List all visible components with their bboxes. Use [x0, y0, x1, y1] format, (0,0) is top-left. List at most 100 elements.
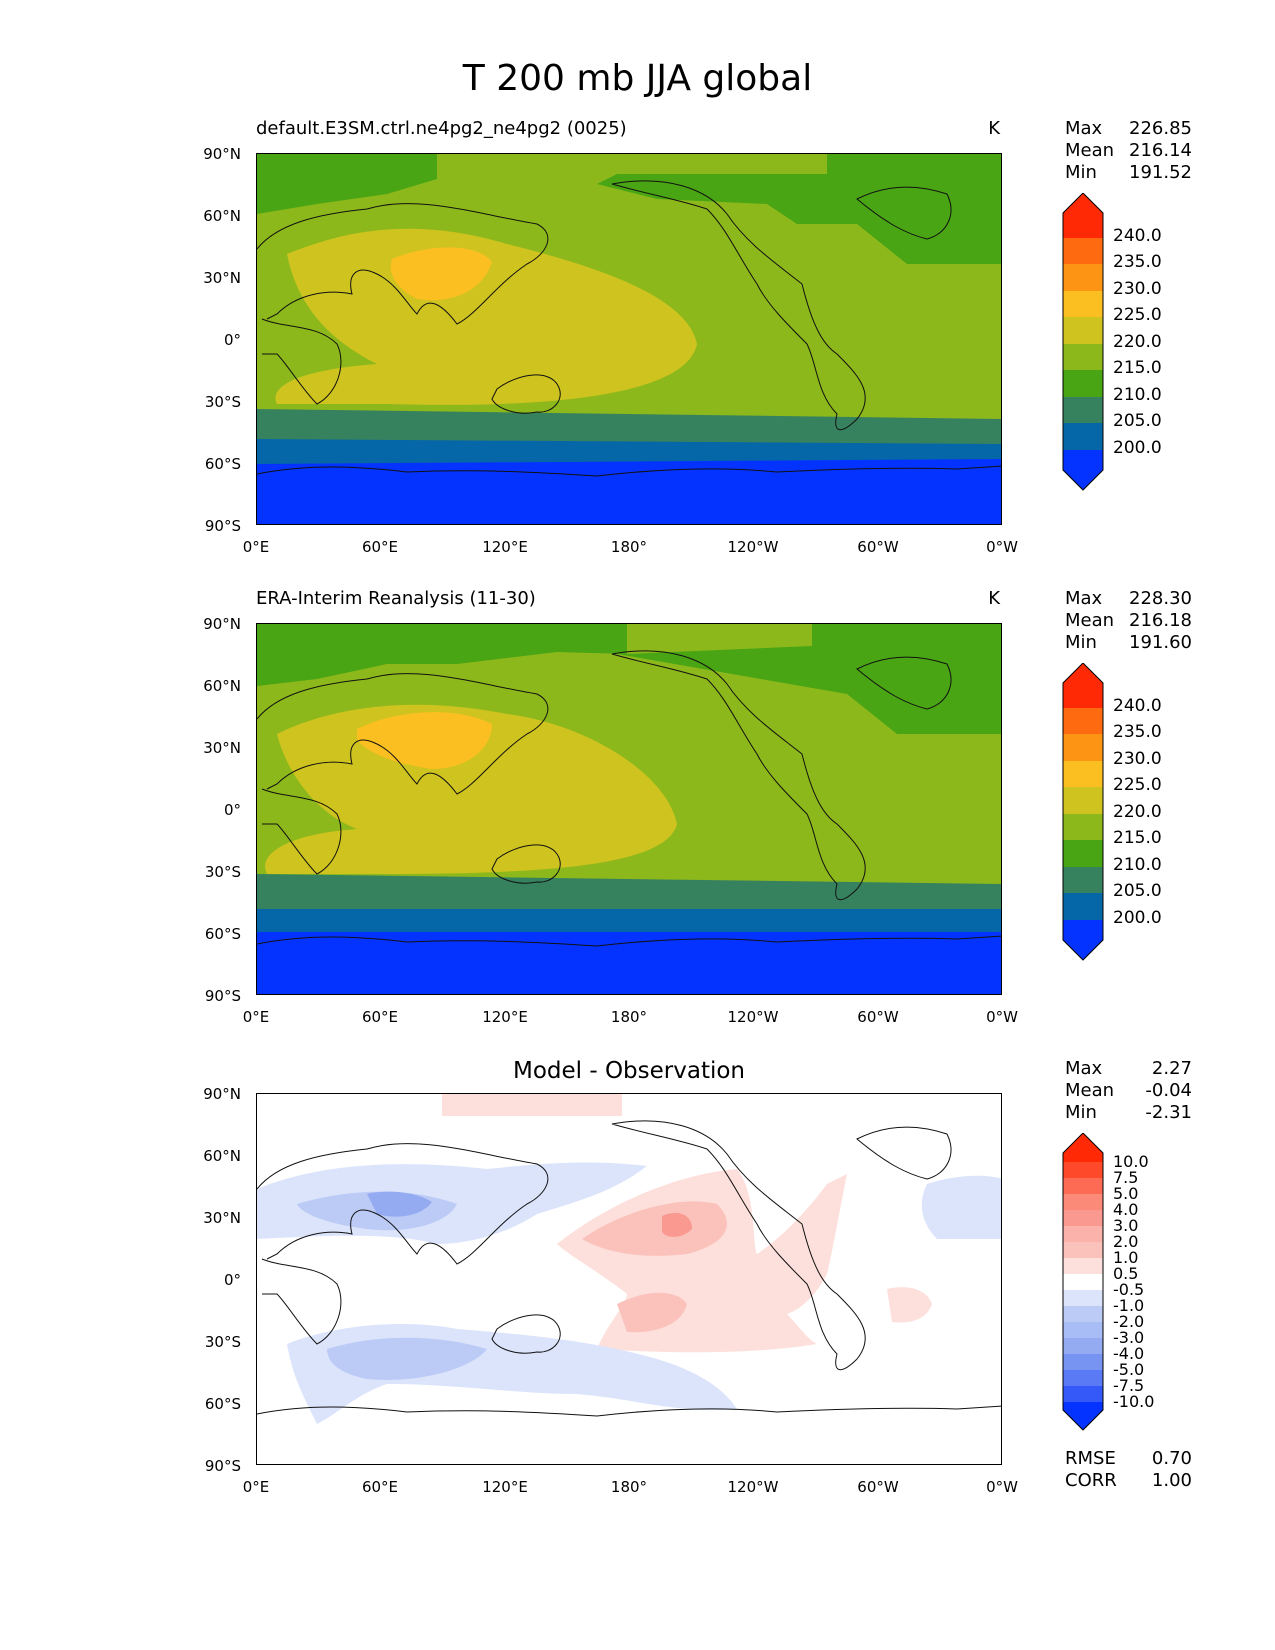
diff-contour-map — [257, 1094, 1001, 1464]
stat-mean-value: 216.14 — [1129, 140, 1192, 161]
colorbar-label: 0.5 — [1113, 1264, 1139, 1283]
stat-mean-label: Mean — [1065, 140, 1115, 161]
x-tick-label: 120°W — [727, 1008, 779, 1026]
colorbar-label: -0.5 — [1113, 1280, 1145, 1299]
x-tick-label: 180° — [610, 1478, 648, 1496]
x-tick-label: 60°E — [361, 1008, 399, 1026]
colorbar-label: 4.0 — [1113, 1200, 1139, 1219]
x-tick-label: 180° — [610, 1008, 648, 1026]
y-tick-label: 90°S — [204, 1457, 241, 1475]
stat-mean-label: Mean — [1065, 610, 1115, 631]
corr-value: 1.00 — [1151, 1470, 1192, 1491]
y-tick-label: 30°N — [203, 739, 241, 757]
y-tick-label: 60°N — [203, 207, 241, 225]
obs-units: K — [988, 588, 1000, 609]
stat-max-label: Max — [1065, 1058, 1103, 1079]
colorbar-label: 230.0 — [1113, 279, 1162, 299]
y-tick-label: 60°N — [203, 1147, 241, 1165]
colorbar-label: -2.0 — [1113, 1312, 1145, 1331]
colorbar-label: 235.0 — [1113, 252, 1162, 272]
corr-label: CORR — [1065, 1470, 1117, 1491]
band-below-200 — [257, 459, 1001, 524]
colorbar-label: 5.0 — [1113, 1184, 1139, 1203]
y-tick-label: 30°N — [203, 269, 241, 287]
y-tick-label: 60°S — [204, 1395, 241, 1413]
band-210-215-arctic-east — [597, 154, 1001, 264]
colorbar-label: 225.0 — [1113, 305, 1162, 325]
stat-min-value: -2.31 — [1145, 1102, 1192, 1123]
obs-panel: ERA-Interim Reanalysis (11-30) K 90°N 60… — [0, 0, 1275, 1026]
y-tick-label: 30°S — [204, 393, 241, 411]
band-215-pole — [437, 154, 827, 182]
model-panel: default.E3SM.ctrl.ne4pg2_ne4pg2 (0025) K… — [0, 0, 1275, 556]
obs-stats: Max 228.30 Mean 216.18 Min 191.60 — [1065, 588, 1192, 654]
band-220-225 — [275, 228, 697, 405]
colorbar-label: 205.0 — [1113, 881, 1162, 901]
y-tick-label: 90°S — [204, 517, 241, 535]
x-tick-label: 120°E — [482, 1008, 528, 1026]
x-tick-label: 120°E — [482, 538, 528, 556]
x-tick-label: 0°W — [986, 1008, 1018, 1026]
x-tick-label: 0°W — [986, 538, 1018, 556]
y-tick-label: 90°N — [203, 1085, 241, 1103]
colorbar-label: 7.5 — [1113, 1168, 1139, 1187]
model-units: K — [988, 118, 1000, 139]
diff-stats: Max 2.27 Mean -0.04 Min -2.31 — [1065, 1058, 1192, 1124]
x-tick-label: 60°W — [857, 1478, 899, 1496]
y-tick-label: 0° — [223, 801, 241, 819]
diff-panel: Model - Observation 90° — [0, 0, 1275, 1496]
x-tick-label: 0°E — [242, 1478, 270, 1496]
colorbar-label: -1.0 — [1113, 1296, 1145, 1315]
colorbar-label: 220.0 — [1113, 802, 1162, 822]
model-contour-map — [257, 154, 1001, 524]
stat-max-value: 228.30 — [1129, 588, 1192, 609]
colorbar-label: -5.0 — [1113, 1360, 1145, 1379]
model-stats: Max 226.85 Mean 216.14 Min 191.52 — [1065, 118, 1192, 184]
colorbar-label: 215.0 — [1113, 828, 1162, 848]
diff-panel-title: Model - Observation — [512, 1058, 746, 1084]
stat-max-label: Max — [1065, 118, 1103, 139]
x-tick-label: 60°E — [361, 538, 399, 556]
colorbar-label: 230.0 — [1113, 749, 1162, 769]
colorbar-label: 225.0 — [1113, 775, 1162, 795]
obs-map — [256, 623, 1002, 995]
colorbar-label: 205.0 — [1113, 411, 1162, 431]
colorbar-label: 240.0 — [1113, 226, 1162, 246]
diff-map — [256, 1093, 1002, 1465]
colorbar-label: -4.0 — [1113, 1344, 1145, 1363]
colorbar-label: -3.0 — [1113, 1328, 1145, 1347]
stat-mean-value: 216.18 — [1129, 610, 1192, 631]
y-tick-label: 90°N — [203, 145, 241, 163]
stat-mean-label: Mean — [1065, 1080, 1115, 1101]
x-tick-label: 120°W — [727, 538, 779, 556]
diff-colorbar — [1062, 1133, 1104, 1431]
figure-title: T 200 mb JJA global — [462, 58, 813, 99]
x-tick-label: 60°W — [857, 538, 899, 556]
rmse-label: RMSE — [1065, 1448, 1116, 1469]
stat-min-label: Min — [1065, 1102, 1097, 1123]
colorbar-label: -10.0 — [1113, 1392, 1155, 1411]
y-tick-label: 0° — [223, 1271, 241, 1289]
stat-max-label: Max — [1065, 588, 1103, 609]
x-tick-label: 60°E — [361, 1478, 399, 1496]
stat-min-value: 191.52 — [1129, 162, 1192, 183]
stat-min-value: 191.60 — [1129, 632, 1192, 653]
stat-min-label: Min — [1065, 632, 1097, 653]
y-tick-label: 30°S — [204, 1333, 241, 1351]
stat-mean-value: -0.04 — [1145, 1080, 1192, 1101]
diff-footer-stats: RMSE 0.70 CORR 1.00 — [1065, 1448, 1192, 1492]
x-tick-label: 0°E — [242, 1008, 270, 1026]
y-tick-label: 30°N — [203, 1209, 241, 1227]
colorbar-label: 10.0 — [1113, 1152, 1149, 1171]
y-tick-label: 90°S — [204, 987, 241, 1005]
x-tick-label: 120°W — [727, 1478, 779, 1496]
obs-colorbar — [1062, 663, 1104, 961]
colorbar-label: 210.0 — [1113, 855, 1162, 875]
x-tick-label: 120°E — [482, 1478, 528, 1496]
y-tick-label: 0° — [223, 331, 241, 349]
colorbar-label: 2.0 — [1113, 1232, 1139, 1251]
x-tick-label: 180° — [610, 538, 648, 556]
model-colorbar — [1062, 193, 1104, 491]
stat-min-label: Min — [1065, 162, 1097, 183]
colorbar-label: 1.0 — [1113, 1248, 1139, 1267]
